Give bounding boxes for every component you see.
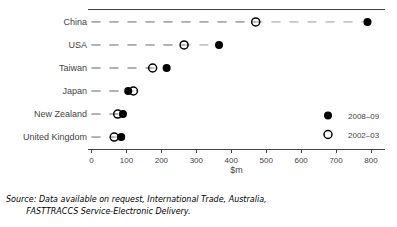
svg-text:China: China: [63, 17, 87, 27]
svg-text:2002–03: 2002–03: [348, 131, 380, 140]
svg-text:0: 0: [89, 156, 94, 165]
svg-text:100: 100: [120, 156, 134, 165]
svg-text:Japan: Japan: [62, 86, 87, 96]
svg-text:300: 300: [190, 156, 204, 165]
svg-text:Taiwan: Taiwan: [59, 63, 87, 73]
svg-text:700: 700: [329, 156, 343, 165]
svg-text:New Zealand: New Zealand: [34, 109, 87, 119]
svg-text:$m: $m: [230, 165, 243, 175]
svg-text:2008–09: 2008–09: [348, 112, 380, 121]
svg-text:800: 800: [364, 156, 378, 165]
svg-text:400: 400: [225, 156, 239, 165]
svg-text:FASTTRACCS Service-Electronic: FASTTRACCS Service-Electronic Delivery.: [6, 207, 191, 216]
svg-text:USA: USA: [68, 40, 87, 50]
svg-text:600: 600: [294, 156, 308, 165]
svg-text:Source: Data available on requ: Source: Data available on request, Inter…: [6, 195, 267, 204]
svg-text:500: 500: [260, 156, 274, 165]
svg-text:200: 200: [155, 156, 169, 165]
svg-text:United Kingdom: United Kingdom: [23, 132, 87, 142]
